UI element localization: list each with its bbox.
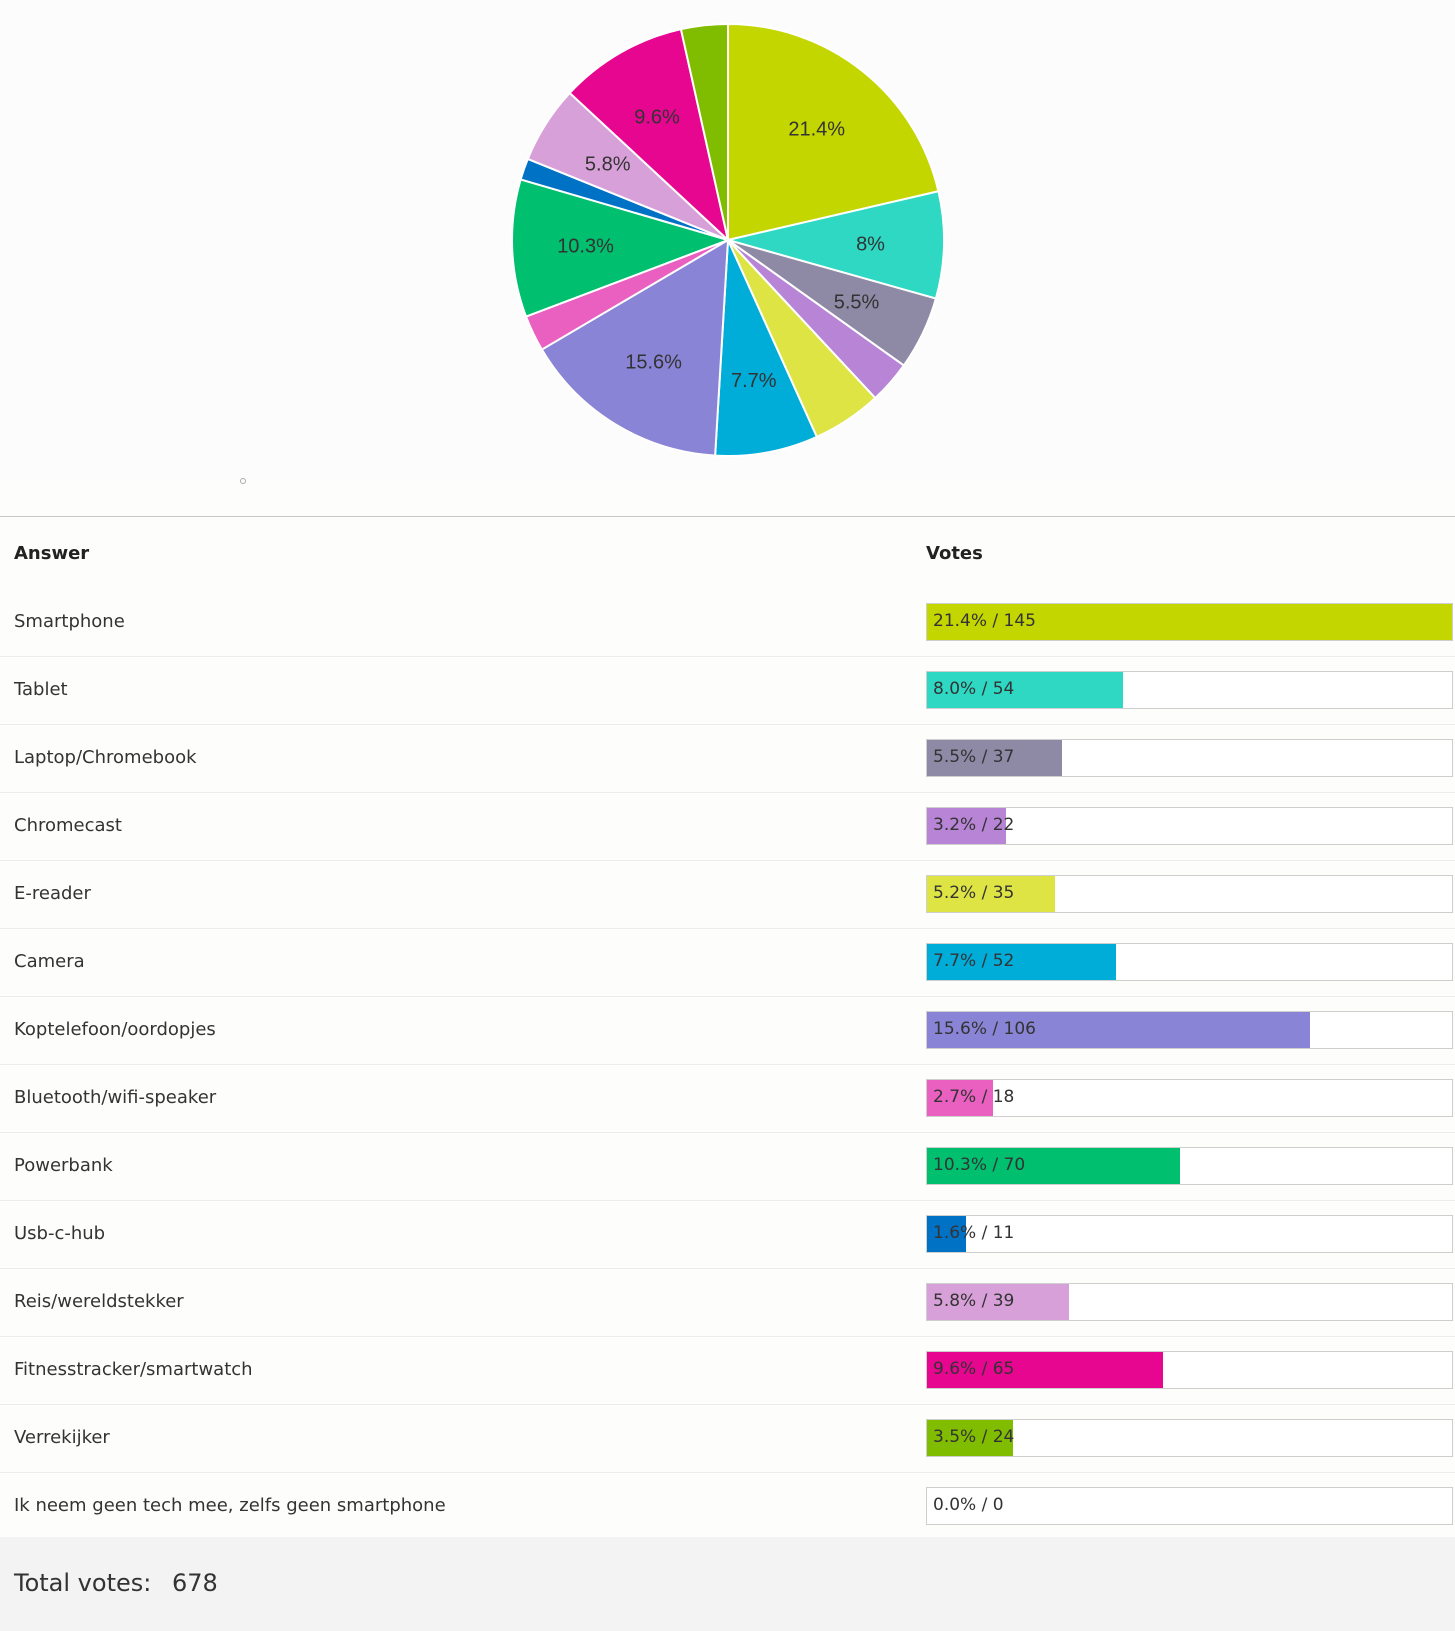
header-answer: Answer bbox=[14, 543, 90, 564]
vote-bar-fill bbox=[927, 808, 1006, 844]
table-row: Fitnesstracker/smartwatch 9.6% / 65 bbox=[0, 1337, 1455, 1405]
answer-label: Koptelefoon/oordopjes bbox=[14, 1019, 216, 1040]
table-row: Ik neem geen tech mee, zelfs geen smartp… bbox=[0, 1473, 1455, 1540]
vote-bar-text: 21.4% / 145 bbox=[933, 611, 1036, 631]
vote-bar-fill bbox=[927, 1420, 1013, 1456]
vote-bar-fill bbox=[927, 604, 1452, 640]
vote-bar-fill bbox=[927, 740, 1062, 776]
table-row: Laptop/Chromebook 5.5% / 37 bbox=[0, 725, 1455, 793]
vote-bar: 15.6% / 106 bbox=[926, 1011, 1453, 1049]
answer-label: Reis/wereldstekker bbox=[14, 1291, 184, 1312]
pie-slice[interactable] bbox=[511, 178, 732, 318]
pie-slice[interactable] bbox=[727, 190, 945, 300]
table-row: Reis/wereldstekker 5.8% / 39 bbox=[0, 1269, 1455, 1337]
table-header: Answer Votes bbox=[0, 517, 1455, 589]
vote-bar-fill bbox=[927, 944, 1116, 980]
answer-label: Ik neem geen tech mee, zelfs geen smartp… bbox=[14, 1495, 446, 1516]
total-votes-footer: Total votes: 678 bbox=[0, 1537, 1455, 1631]
table-row: Powerbank 10.3% / 70 bbox=[0, 1133, 1455, 1201]
pie-slice-label: 21.4% bbox=[788, 118, 845, 140]
vote-bar-text: 2.7% / 18 bbox=[933, 1087, 1015, 1107]
vote-bar: 7.7% / 52 bbox=[926, 943, 1453, 981]
vote-bar-text: 8.0% / 54 bbox=[933, 679, 1015, 699]
vote-bar: 5.8% / 39 bbox=[926, 1283, 1453, 1321]
answer-label: Laptop/Chromebook bbox=[14, 747, 197, 768]
answer-label: Chromecast bbox=[14, 815, 122, 836]
answer-label: Camera bbox=[14, 951, 85, 972]
vote-bar: 1.6% / 11 bbox=[926, 1215, 1453, 1253]
vote-bar: 0.0% / 0 bbox=[926, 1487, 1453, 1525]
answer-label: Usb-c-hub bbox=[14, 1223, 106, 1244]
answer-label: E-reader bbox=[14, 883, 91, 904]
vote-bar: 10.3% / 70 bbox=[926, 1147, 1453, 1185]
answer-label: Fitnesstracker/smartwatch bbox=[14, 1359, 253, 1380]
vote-bar: 3.2% / 22 bbox=[926, 807, 1453, 845]
vote-bar: 8.0% / 54 bbox=[926, 671, 1453, 709]
total-votes-label: Total votes: bbox=[14, 1569, 152, 1597]
vote-bar: 21.4% / 145 bbox=[926, 603, 1453, 641]
vote-bar: 9.6% / 65 bbox=[926, 1351, 1453, 1389]
table-row: Verrekijker 3.5% / 24 bbox=[0, 1405, 1455, 1473]
pie-slice[interactable] bbox=[679, 22, 729, 241]
pie-slice-label: 9.6% bbox=[634, 106, 680, 128]
divider bbox=[0, 516, 1455, 517]
pie-slice-label: 8% bbox=[856, 233, 885, 255]
vote-bar-fill bbox=[927, 672, 1124, 708]
vote-bar-fill bbox=[927, 1012, 1310, 1048]
vote-bar-text: 5.2% / 35 bbox=[933, 883, 1015, 903]
chart-pager-dot[interactable] bbox=[240, 478, 246, 484]
pie-slice[interactable] bbox=[727, 22, 940, 242]
table-row: Camera 7.7% / 52 bbox=[0, 929, 1455, 997]
answer-label: Smartphone bbox=[14, 611, 125, 632]
vote-bar: 3.5% / 24 bbox=[926, 1419, 1453, 1457]
vote-bar: 5.5% / 37 bbox=[926, 739, 1453, 777]
pie-slice-label: 10.3% bbox=[557, 236, 614, 258]
pie-chart-area: 21.4% 8% 5.5% 7.7% 15.6% 10.3% 5.8% 9.6% bbox=[0, 0, 1455, 480]
header-votes: Votes bbox=[926, 543, 983, 564]
table-row: Chromecast 3.2% / 22 bbox=[0, 793, 1455, 861]
vote-bar-text: 3.2% / 22 bbox=[933, 815, 1015, 835]
results-table: Answer Votes Smartphone 21.4% / 145 Tablet… bbox=[0, 517, 1455, 1540]
answer-label: Tablet bbox=[14, 679, 68, 700]
vote-bar-fill bbox=[927, 1284, 1070, 1320]
total-votes-value: 678 bbox=[172, 1569, 218, 1597]
vote-bar: 5.2% / 35 bbox=[926, 875, 1453, 913]
pie-slice[interactable] bbox=[714, 239, 819, 457]
vote-bar-text: 0.0% / 0 bbox=[933, 1495, 1004, 1515]
table-row: E-reader 5.2% / 35 bbox=[0, 861, 1455, 929]
pie-slice-label: 7.7% bbox=[731, 370, 777, 392]
vote-bar-fill bbox=[927, 1148, 1180, 1184]
vote-bar-text: 10.3% / 70 bbox=[933, 1155, 1026, 1175]
vote-bar-fill bbox=[927, 1216, 967, 1252]
vote-bar-text: 5.8% / 39 bbox=[933, 1291, 1015, 1311]
table-row: Koptelefoon/oordopjes 15.6% / 106 bbox=[0, 997, 1455, 1065]
pie-slice-label: 5.5% bbox=[834, 292, 880, 314]
table-row: Smartphone 21.4% / 145 bbox=[0, 589, 1455, 657]
answer-label: Powerbank bbox=[14, 1155, 113, 1176]
pie-slice-label: 15.6% bbox=[625, 352, 682, 374]
answer-label: Verrekijker bbox=[14, 1427, 110, 1448]
table-row: Bluetooth/wifi-speaker 2.7% / 18 bbox=[0, 1065, 1455, 1133]
pie-slice[interactable] bbox=[568, 27, 730, 243]
pie-slice-label: 5.8% bbox=[585, 153, 631, 175]
table-rows: Smartphone 21.4% / 145 Tablet 8.0% / 54 Lapt… bbox=[0, 589, 1455, 1540]
pie-chart: 21.4% 8% 5.5% 7.7% 15.6% 10.3% 5.8% 9.6% bbox=[511, 22, 945, 457]
answer-label: Bluetooth/wifi-speaker bbox=[14, 1087, 217, 1108]
table-row: Tablet 8.0% / 54 bbox=[0, 657, 1455, 725]
vote-bar-text: 5.5% / 37 bbox=[933, 747, 1015, 767]
vote-bar: 2.7% / 18 bbox=[926, 1079, 1453, 1117]
pie-slice[interactable] bbox=[540, 238, 730, 457]
vote-bar-fill bbox=[927, 876, 1055, 912]
vote-bar-fill bbox=[927, 1352, 1163, 1388]
vote-bar-fill bbox=[927, 1080, 994, 1116]
vote-bar-text: 7.7% / 52 bbox=[933, 951, 1015, 971]
vote-bar-text: 1.6% / 11 bbox=[933, 1223, 1015, 1243]
vote-bar-text: 3.5% / 24 bbox=[933, 1427, 1015, 1447]
vote-bar-text: 9.6% / 65 bbox=[933, 1359, 1015, 1379]
table-row: Usb-c-hub 1.6% / 11 bbox=[0, 1201, 1455, 1269]
vote-bar-text: 15.6% / 106 bbox=[933, 1019, 1036, 1039]
